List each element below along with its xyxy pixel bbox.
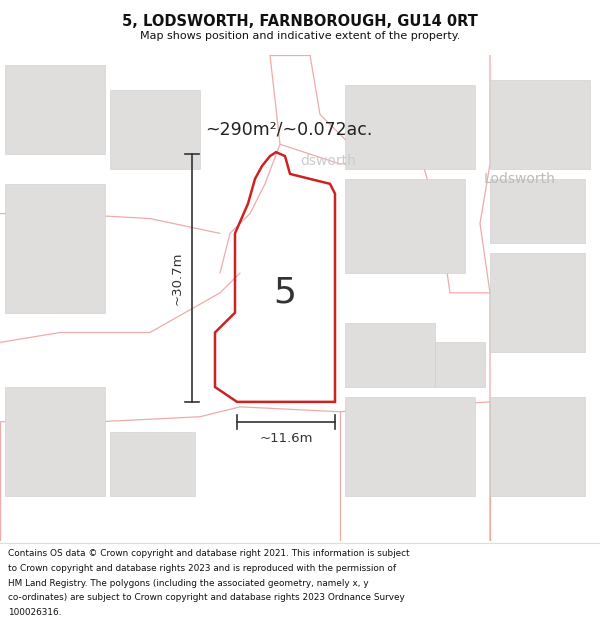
Bar bbox=[345, 85, 475, 169]
Bar bbox=[345, 397, 475, 496]
Text: ~290m²/~0.072ac.: ~290m²/~0.072ac. bbox=[205, 121, 373, 138]
Text: 5, LODSWORTH, FARNBOROUGH, GU14 0RT: 5, LODSWORTH, FARNBOROUGH, GU14 0RT bbox=[122, 14, 478, 29]
Text: 5: 5 bbox=[274, 276, 296, 310]
Text: dsworth: dsworth bbox=[300, 154, 356, 168]
Text: ~11.6m: ~11.6m bbox=[259, 432, 313, 444]
Bar bbox=[5, 65, 105, 154]
Bar bbox=[490, 397, 585, 496]
Bar bbox=[5, 387, 105, 496]
Text: co-ordinates) are subject to Crown copyright and database rights 2023 Ordnance S: co-ordinates) are subject to Crown copyr… bbox=[8, 593, 404, 602]
Bar bbox=[110, 432, 195, 496]
Text: Map shows position and indicative extent of the property.: Map shows position and indicative extent… bbox=[140, 31, 460, 41]
Bar bbox=[345, 179, 465, 273]
Text: 100026316.: 100026316. bbox=[8, 608, 61, 617]
Bar bbox=[110, 89, 200, 169]
Text: to Crown copyright and database rights 2023 and is reproduced with the permissio: to Crown copyright and database rights 2… bbox=[8, 564, 396, 573]
Text: HM Land Registry. The polygons (including the associated geometry, namely x, y: HM Land Registry. The polygons (includin… bbox=[8, 579, 368, 587]
Bar bbox=[490, 253, 585, 352]
Bar bbox=[435, 342, 485, 387]
Bar bbox=[345, 322, 435, 387]
Text: Lodsworth: Lodsworth bbox=[484, 172, 556, 186]
Bar bbox=[490, 179, 585, 243]
Bar bbox=[490, 80, 590, 169]
Bar bbox=[5, 184, 105, 312]
Text: ~30.7m: ~30.7m bbox=[171, 251, 184, 305]
Text: Contains OS data © Crown copyright and database right 2021. This information is : Contains OS data © Crown copyright and d… bbox=[8, 549, 409, 558]
